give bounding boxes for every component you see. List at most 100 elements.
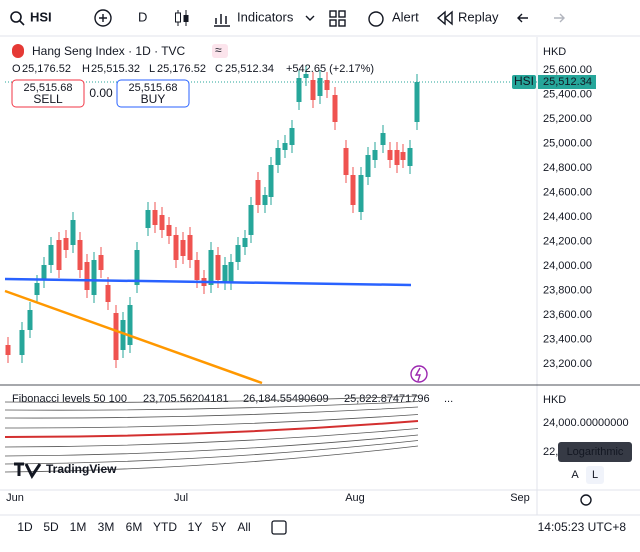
candle-body	[255, 180, 261, 205]
candle-body	[242, 238, 248, 247]
redo[interactable]	[554, 13, 565, 23]
candle-body	[215, 255, 221, 280]
candle-body	[77, 240, 83, 270]
settings[interactable]	[580, 494, 592, 506]
candle-body	[400, 152, 406, 160]
replay-button[interactable]: Replay	[458, 9, 499, 24]
candle-body	[350, 175, 356, 205]
candle-body	[317, 78, 323, 96]
price-label: 25,600.00	[543, 64, 592, 76]
price-label: 25,400.00	[543, 88, 592, 100]
range-button[interactable]: All	[237, 520, 250, 534]
candle-body	[268, 165, 274, 197]
indicator-more[interactable]: ...	[444, 393, 453, 405]
candle-body	[222, 265, 228, 282]
undo[interactable]	[517, 13, 528, 23]
fib-line	[4, 414, 419, 429]
range-button[interactable]: 5Y	[212, 520, 227, 534]
layout-icon[interactable]	[329, 10, 346, 27]
range-button[interactable]: YTD	[153, 520, 177, 534]
ohlc-change: +542.65 (+2.17%)	[286, 63, 374, 75]
currency: HKD	[543, 46, 566, 58]
indicators-icon	[214, 14, 230, 27]
candle-body	[70, 220, 76, 245]
toolbar: HSI D Indicators Alert Replay	[0, 9, 640, 37]
candle-body	[343, 148, 349, 175]
sell-button[interactable]	[11, 79, 85, 108]
time-label: Sep	[510, 492, 530, 504]
candle-body	[5, 345, 11, 355]
range-button[interactable]: 1M	[70, 520, 87, 534]
badge-icon: ≈	[215, 43, 222, 57]
candle-body	[394, 150, 400, 165]
fib-line	[4, 440, 419, 465]
buy-price: 25,515.68	[129, 82, 178, 94]
symbol[interactable]: HSI	[30, 9, 52, 24]
fib-line	[4, 406, 419, 419]
tooltip-text: Logarithmic	[567, 446, 624, 458]
date-range-icon[interactable]	[271, 520, 287, 535]
candle-icon	[183, 15, 189, 22]
clock: 14:05:23 UTC+8	[538, 520, 627, 534]
candle-body	[228, 262, 234, 282]
candle-body	[91, 260, 97, 295]
candle-body	[27, 310, 33, 330]
fib-line	[4, 401, 419, 411]
candle-body	[63, 238, 69, 250]
candle-body	[41, 265, 47, 280]
add-symbol[interactable]	[94, 9, 112, 27]
candle-body	[105, 285, 111, 302]
candle-body	[275, 148, 281, 165]
buy-button[interactable]	[116, 79, 190, 108]
spread: 0.00	[89, 86, 113, 100]
price-label: 23,200.00	[543, 358, 592, 370]
log-scale[interactable]: L	[592, 469, 598, 481]
candle-body	[248, 205, 254, 235]
range-button[interactable]: 3M	[98, 520, 115, 534]
candle-body	[380, 133, 386, 145]
time-axis: Jun Jul Aug Sep	[6, 492, 530, 504]
indicators-button[interactable]: Indicators	[237, 9, 294, 24]
candle-body	[145, 210, 151, 228]
dropdown-icon[interactable]	[305, 15, 315, 21]
search-icon	[19, 20, 25, 26]
price-label: 23,600.00	[543, 309, 592, 321]
candle-body	[282, 143, 288, 150]
fib-line	[4, 395, 419, 403]
ohlc-value: 25,515.32	[91, 63, 140, 75]
add-icon	[99, 14, 107, 22]
ohlc-value: 25,176.52	[157, 63, 206, 75]
candle-body	[365, 155, 371, 177]
candle-body	[34, 283, 40, 295]
interval[interactable]: D	[138, 9, 147, 24]
candle-body	[19, 330, 25, 355]
alert-button[interactable]: Alert	[392, 9, 419, 24]
range-button[interactable]: 6M	[126, 520, 143, 534]
logo: TradingView	[46, 462, 117, 476]
search-icon[interactable]	[10, 11, 22, 23]
candle-body	[358, 175, 364, 212]
range-button[interactable]: 5D	[43, 520, 59, 534]
range-button[interactable]: 1D	[17, 520, 33, 534]
currency: HKD	[543, 394, 566, 406]
candle-body	[152, 210, 158, 225]
candle-body	[289, 128, 295, 145]
time-label: Aug	[345, 492, 365, 504]
event-icon[interactable]	[410, 365, 428, 383]
candles	[5, 66, 420, 368]
candle-body	[303, 74, 309, 78]
tooltip	[558, 442, 632, 462]
candle-body	[208, 250, 214, 285]
alert-icon	[368, 11, 384, 27]
candle-body	[324, 80, 330, 90]
range-button[interactable]: 1Y	[188, 520, 203, 534]
ohlc-value: 25,176.52	[22, 63, 71, 75]
auto-scale[interactable]: A	[571, 469, 579, 481]
candle-body	[173, 235, 179, 260]
event-icon	[414, 367, 421, 382]
price-label: 23,400.00	[543, 333, 592, 345]
time-label: Jul	[174, 492, 188, 504]
indicator-axis-label: 22,	[543, 446, 558, 458]
